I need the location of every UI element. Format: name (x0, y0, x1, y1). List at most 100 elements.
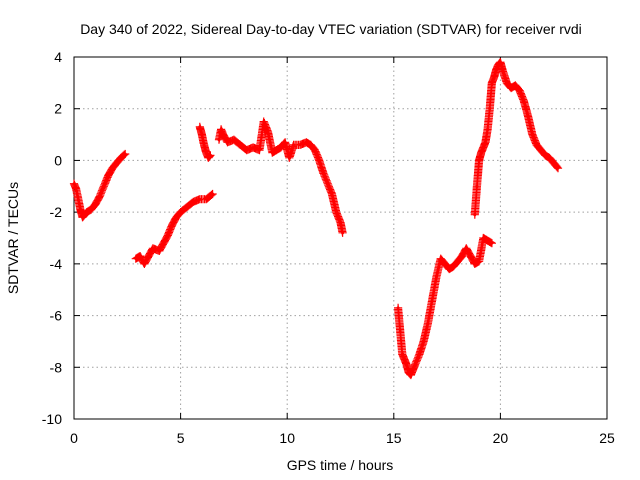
data-point (481, 236, 485, 240)
chart-title: Day 340 of 2022, Sidereal Day-to-day VTE… (80, 21, 582, 37)
data-point (396, 306, 400, 310)
data-point (219, 127, 223, 131)
data-point (251, 146, 255, 149)
data-point (166, 233, 170, 237)
data-point (490, 81, 494, 85)
data-point (185, 205, 189, 209)
data-point (317, 158, 321, 162)
data-point (543, 153, 547, 157)
data-point (509, 86, 513, 90)
data-point (552, 161, 556, 165)
data-point (492, 76, 496, 80)
data-point (422, 339, 426, 343)
data-point (179, 210, 183, 214)
data-point (93, 202, 97, 206)
data-point (400, 352, 404, 356)
data-point (78, 208, 82, 212)
data-point (89, 208, 93, 212)
data-point (481, 146, 485, 149)
data-point (81, 215, 85, 219)
data-point (191, 200, 195, 204)
series-segment-2 (131, 189, 217, 268)
data-point (488, 107, 492, 111)
data-point (473, 213, 477, 217)
series-segment-5 (394, 233, 496, 380)
y-tick-label: -8 (50, 359, 63, 375)
data-point (270, 151, 274, 155)
data-point (162, 241, 166, 245)
series-segment-1 (69, 149, 130, 222)
data-point (486, 127, 490, 131)
data-point (522, 99, 526, 103)
data-point (110, 166, 114, 170)
x-tick-label: 10 (279, 430, 295, 446)
data-point (447, 267, 451, 271)
data-point (262, 120, 266, 124)
data-point (204, 197, 208, 201)
data-point (106, 174, 110, 178)
data-point (211, 192, 215, 196)
y-tick-label: -4 (50, 256, 63, 272)
data-point (221, 133, 225, 137)
data-point (147, 254, 151, 258)
data-point (339, 220, 342, 224)
data-point (313, 148, 317, 152)
y-tick-label: 4 (54, 49, 62, 65)
y-tick-label: -2 (50, 204, 63, 220)
x-axis-label: GPS time / hours (287, 457, 394, 473)
series-segment-3 (195, 122, 215, 162)
data-point (279, 146, 283, 149)
data-point (439, 257, 443, 261)
x-tick-label: 20 (493, 430, 509, 446)
series-segment-4 (214, 117, 347, 237)
x-tick-label: 5 (177, 430, 185, 446)
data-point (501, 68, 505, 72)
data-point (547, 156, 551, 160)
plot-frame (73, 56, 608, 420)
data-point (477, 259, 481, 263)
data-point (407, 370, 411, 374)
data-point (464, 246, 468, 250)
data-point (206, 156, 210, 160)
y-axis-label: SDTVAR / TECUs (5, 182, 21, 294)
data-point (334, 210, 338, 214)
x-tick-label: 0 (70, 430, 78, 446)
data-point (473, 262, 477, 266)
data-point (430, 298, 434, 302)
data-point (245, 148, 249, 152)
axis-ticks (73, 56, 608, 420)
data-series (69, 58, 563, 380)
data-point (456, 259, 460, 263)
data-point (292, 143, 296, 147)
data-point (483, 140, 487, 144)
data-point (475, 184, 479, 188)
data-point (275, 148, 279, 152)
data-point (513, 83, 517, 87)
x-tick-label: 25 (599, 430, 615, 446)
data-point (326, 182, 330, 186)
data-point (402, 358, 406, 362)
grid (74, 57, 607, 419)
x-tick-label: 15 (386, 430, 402, 446)
data-point (477, 158, 481, 162)
data-point (498, 60, 502, 64)
data-point (556, 166, 560, 170)
y-tick-label: 2 (54, 101, 62, 117)
data-point (530, 133, 534, 137)
data-point (321, 171, 325, 175)
data-point (490, 241, 494, 245)
y-tick-label: -10 (42, 411, 62, 427)
data-point (486, 239, 490, 243)
series-segment-6 (470, 58, 563, 219)
data-point (151, 246, 155, 250)
data-point (451, 264, 455, 268)
data-point (287, 156, 291, 160)
data-point (98, 195, 102, 199)
data-point (119, 156, 123, 160)
data-point (134, 257, 138, 261)
data-point (266, 130, 270, 134)
data-point (138, 254, 142, 258)
data-point (434, 275, 438, 279)
